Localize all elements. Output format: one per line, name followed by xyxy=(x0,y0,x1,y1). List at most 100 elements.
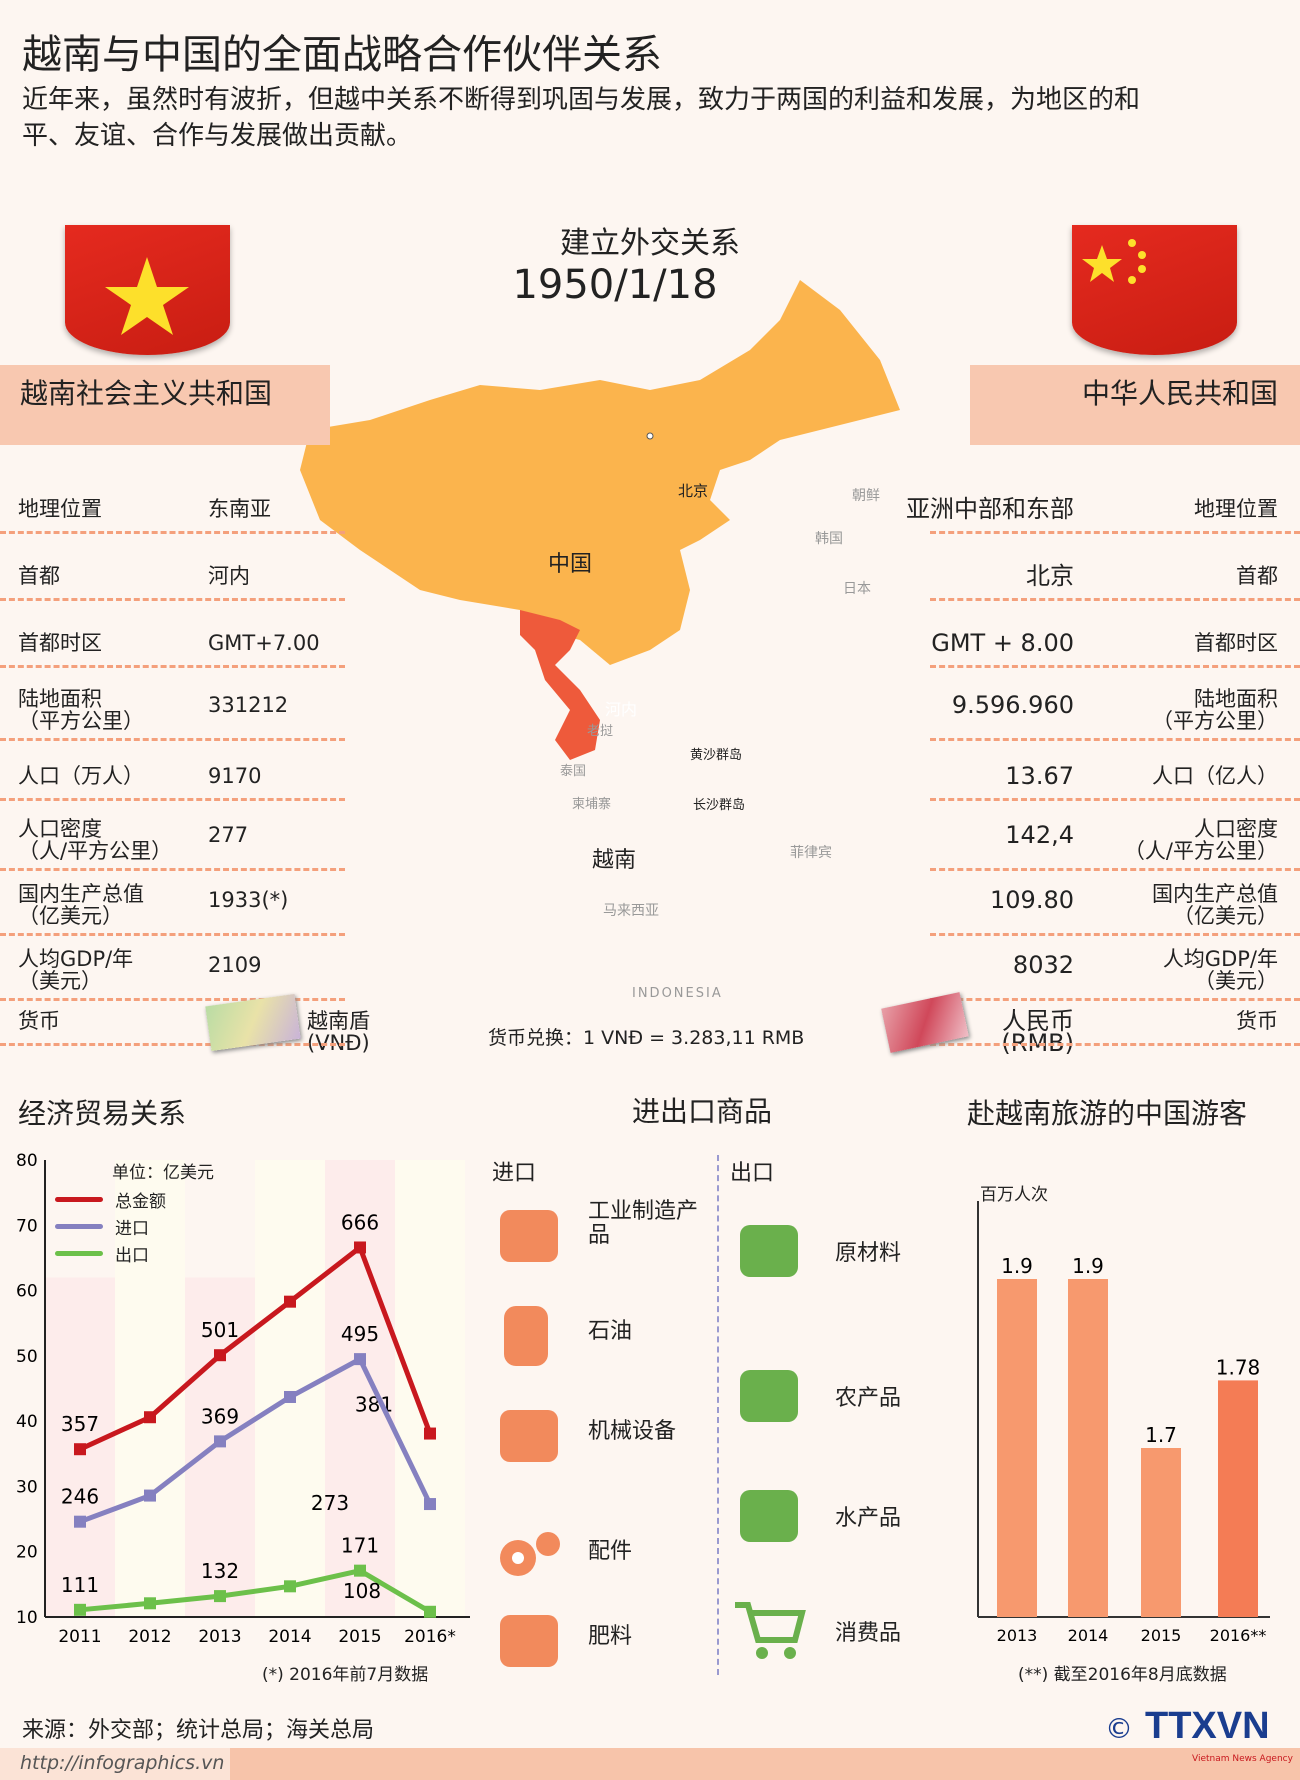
data-point xyxy=(214,1590,226,1603)
export-item-label: 水产品 xyxy=(835,1506,902,1531)
y-tick-label: 20 xyxy=(16,1543,38,1563)
trade-footnote: (*) 2016年前7月数据 xyxy=(262,1665,429,1685)
data-label: 273 xyxy=(311,1491,349,1515)
map-label-north-korea: 朝鲜 xyxy=(852,488,880,504)
data-point xyxy=(74,1603,86,1616)
data-label: 357 xyxy=(61,1412,99,1436)
info-value-text: 9.596.960 xyxy=(951,691,1074,719)
y-tick-label: 10 xyxy=(16,1608,38,1628)
divider xyxy=(930,868,1300,871)
info-label-text: 首都 xyxy=(1236,564,1278,588)
info-value-text: 331212 xyxy=(208,693,289,717)
series-line-1 xyxy=(79,1355,433,1525)
divider xyxy=(930,933,1300,936)
info-value: 331212 xyxy=(208,694,288,716)
info-label-text: 货币 xyxy=(1236,1009,1278,1033)
y-tick-label: 30 xyxy=(16,1477,38,1497)
conveyor-icon xyxy=(500,1210,558,1262)
footer-url-link[interactable]: http://infographics.vn xyxy=(20,1752,225,1774)
data-label: 501 xyxy=(201,1318,239,1342)
info-value: 北京 xyxy=(1026,564,1074,588)
y-tick-label: 50 xyxy=(16,1347,38,1367)
source: 来源：外交部；统计总局；海关总局 xyxy=(22,1718,375,1743)
column-band xyxy=(325,1160,395,1617)
map-label-paracel: 黄沙群岛 xyxy=(690,748,743,763)
beijing-marker xyxy=(646,432,654,440)
ttxvn-logo-sub: Vietnam News Agency xyxy=(1192,1754,1293,1764)
info-label: 人口（万人） xyxy=(18,765,144,787)
map-label-hanoi: 河内 xyxy=(605,700,638,719)
goods-title: 进出口商品 xyxy=(632,1095,773,1128)
info-label: 陆地面积 （平方公里） xyxy=(18,688,144,732)
info-label-text: 陆地面积 xyxy=(1194,687,1278,711)
import-item-label: 石油 xyxy=(588,1319,633,1344)
info-value: 8032 xyxy=(1013,953,1074,977)
x-tick-label: 2011 xyxy=(58,1627,101,1647)
info-label-sub: （美元） xyxy=(1194,969,1278,993)
tourism-bar-chart: 1.9 2013 1.9 2014 1.7 2015 1.78 2016** xyxy=(977,1201,1270,1645)
info-label: 国内生产总值 （亿美元） xyxy=(1152,883,1278,927)
import-item-label: 配件 xyxy=(588,1539,633,1564)
data-point xyxy=(354,1241,366,1254)
trade-unit: 单位：亿美元 xyxy=(112,1163,214,1183)
bar-label: 1.7 xyxy=(1145,1423,1177,1447)
info-value: GMT+7.00 xyxy=(208,632,320,654)
info-value: 9.596.960 xyxy=(951,691,1074,719)
map-label-cambodia: 柬埔寨 xyxy=(572,797,612,812)
info-label-sub: （美元） xyxy=(18,969,102,993)
y-tick-label: 40 xyxy=(16,1412,38,1432)
info-label: 人口（亿人） xyxy=(1152,765,1278,787)
info-label: 人均GDP/年 （美元） xyxy=(1163,948,1278,992)
divider xyxy=(930,1043,1300,1046)
bar xyxy=(1141,1448,1181,1617)
fertilizer-bag-icon xyxy=(500,1615,558,1667)
export-label: 出口 xyxy=(730,1161,775,1186)
info-label-text: 人口（亿人） xyxy=(1152,764,1278,788)
info-label-text: 地理位置 xyxy=(18,497,102,521)
bar-label: 1.9 xyxy=(1001,1254,1033,1278)
data-label: 369 xyxy=(201,1404,239,1428)
info-value: 109.80 xyxy=(990,886,1074,914)
divider xyxy=(930,998,1300,1001)
x-tick-label: 2015 xyxy=(1141,1626,1182,1645)
info-label: 货币 xyxy=(1236,1010,1278,1032)
data-point xyxy=(284,1295,296,1308)
info-value: 河内 xyxy=(208,565,250,587)
info-label-text: 地理位置 xyxy=(1194,497,1278,521)
map-label-thailand: 泰国 xyxy=(560,764,587,779)
legend-label: 总金额 xyxy=(115,1192,166,1212)
info-value: 2109 xyxy=(208,954,261,976)
info-label-sub: （平方公里） xyxy=(18,709,144,733)
info-value-text: 1933(*) xyxy=(208,888,289,912)
data-point xyxy=(74,1515,86,1528)
data-point xyxy=(214,1349,226,1362)
y-tick-label: 70 xyxy=(16,1216,38,1236)
legend-swatch xyxy=(55,1224,103,1229)
x-tick-label: 2013 xyxy=(997,1626,1038,1645)
info-value-text: 109.80 xyxy=(990,886,1074,914)
divider xyxy=(0,1043,345,1046)
divider xyxy=(930,738,1300,741)
data-label: 132 xyxy=(201,1559,239,1583)
map-label-indonesia: INDONESIA xyxy=(632,986,723,1001)
wheat-icon xyxy=(740,1370,798,1422)
vietnam-flag xyxy=(65,225,230,355)
map-label-laos: 老挝 xyxy=(587,724,614,739)
info-value: 142,4 xyxy=(1005,823,1074,847)
info-value-text: 亚洲中部和东部 xyxy=(906,495,1074,523)
legend-item: 出口 xyxy=(55,1240,166,1267)
info-value-text: 2109 xyxy=(208,953,262,977)
data-label: 108 xyxy=(343,1579,381,1603)
x-tick-label: 2013 xyxy=(198,1627,241,1647)
vietnam-ribbon xyxy=(0,365,330,445)
data-label: 246 xyxy=(61,1485,99,1509)
divider xyxy=(0,738,345,741)
data-point xyxy=(284,1580,296,1593)
info-label-text: 人口密度 xyxy=(1194,817,1278,841)
info-label-sub: （亿美元） xyxy=(1173,904,1278,928)
import-item-label: 肥料 xyxy=(588,1624,633,1649)
subtitle: 近年来，虽然时有波折，但越中关系不断得到巩固与发展，致力于两国的利益和发展，为地… xyxy=(22,85,1141,151)
robot-arm-icon xyxy=(500,1410,558,1462)
info-value-text: GMT + 8.00 xyxy=(931,629,1074,657)
data-point xyxy=(424,1498,436,1511)
